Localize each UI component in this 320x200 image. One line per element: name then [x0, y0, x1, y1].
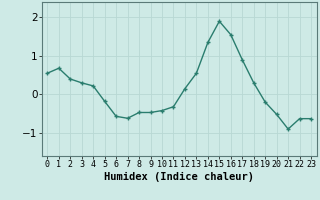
X-axis label: Humidex (Indice chaleur): Humidex (Indice chaleur): [104, 172, 254, 182]
